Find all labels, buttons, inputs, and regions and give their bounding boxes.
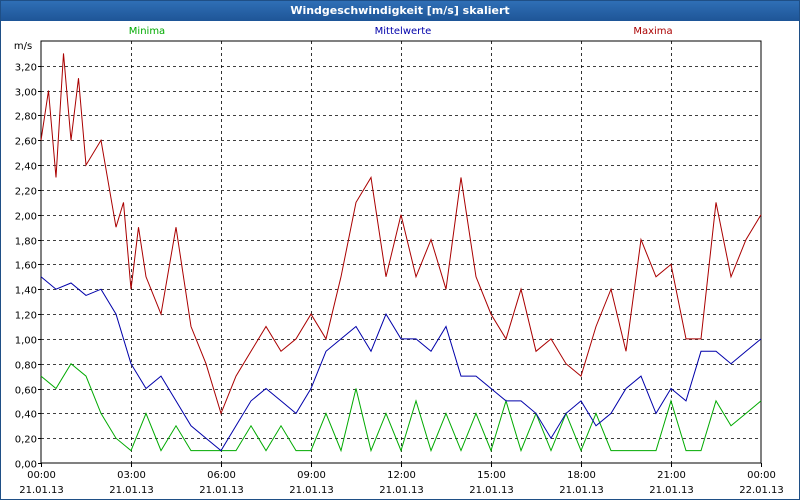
y-tick-label: 0,80 [15,361,37,372]
x-tick-label-date: 21.01.13 [469,485,514,496]
y-tick-label: 1,20 [15,311,37,322]
x-tick-label-time: 06:00 [207,470,236,481]
x-tick-label-date: 21.01.13 [559,485,604,496]
legend-maxima: Maxima [633,26,672,37]
x-tick-label-date: 21.01.13 [649,485,694,496]
y-tick-label: 1,00 [15,336,37,347]
plot-area [40,40,762,464]
y-tick-label: 1,80 [15,237,37,248]
series-line-mittelwerte [40,276,762,452]
y-tick-label: 2,80 [15,112,37,123]
legend-minima: Minima [129,26,165,37]
y-tick-label: 0,60 [15,386,37,397]
y-tick-label: 0,00 [15,460,37,471]
x-tick-label-time: 15:00 [477,470,506,481]
x-tick-label-date: 21.01.13 [19,485,64,496]
y-axis-label: m/s [14,41,32,52]
series-line-minima [40,362,762,453]
x-tick-label-date: 22.01.13 [739,485,784,496]
x-tick-label-time: 00:00 [27,470,56,481]
x-tick-label-time: 09:00 [297,470,326,481]
y-tick-label: 0,20 [15,435,37,446]
y-tick-label: 3,00 [15,88,37,99]
x-tick-label-date: 21.01.13 [289,485,334,496]
y-tick-label: 1,60 [15,261,37,272]
y-tick-label: 2,40 [15,162,37,173]
y-tick-label: 3,20 [15,63,37,74]
y-tick-label: 1,40 [15,286,37,297]
x-tick-label-date: 21.01.13 [199,485,244,496]
x-tick-label-time: 03:00 [117,470,146,481]
y-tick-label: 0,40 [15,410,37,421]
x-tick-label-date: 21.01.13 [109,485,154,496]
legend-mittelwerte: Mittelwerte [375,26,432,37]
x-tick-label-time: 12:00 [387,470,416,481]
x-tick-label-time: 00:00 [747,470,776,481]
y-tick-label: 2,20 [15,187,37,198]
x-tick-label-time: 21:00 [657,470,686,481]
x-tick-label-time: 18:00 [567,470,596,481]
y-tick-label: 2,00 [15,212,37,223]
y-tick-label: 2,60 [15,137,37,148]
series-line-maxima [40,53,762,415]
window-title: Windgeschwindigkeit [m/s] skaliert [1,1,799,21]
x-tick-label-date: 21.01.13 [379,485,424,496]
